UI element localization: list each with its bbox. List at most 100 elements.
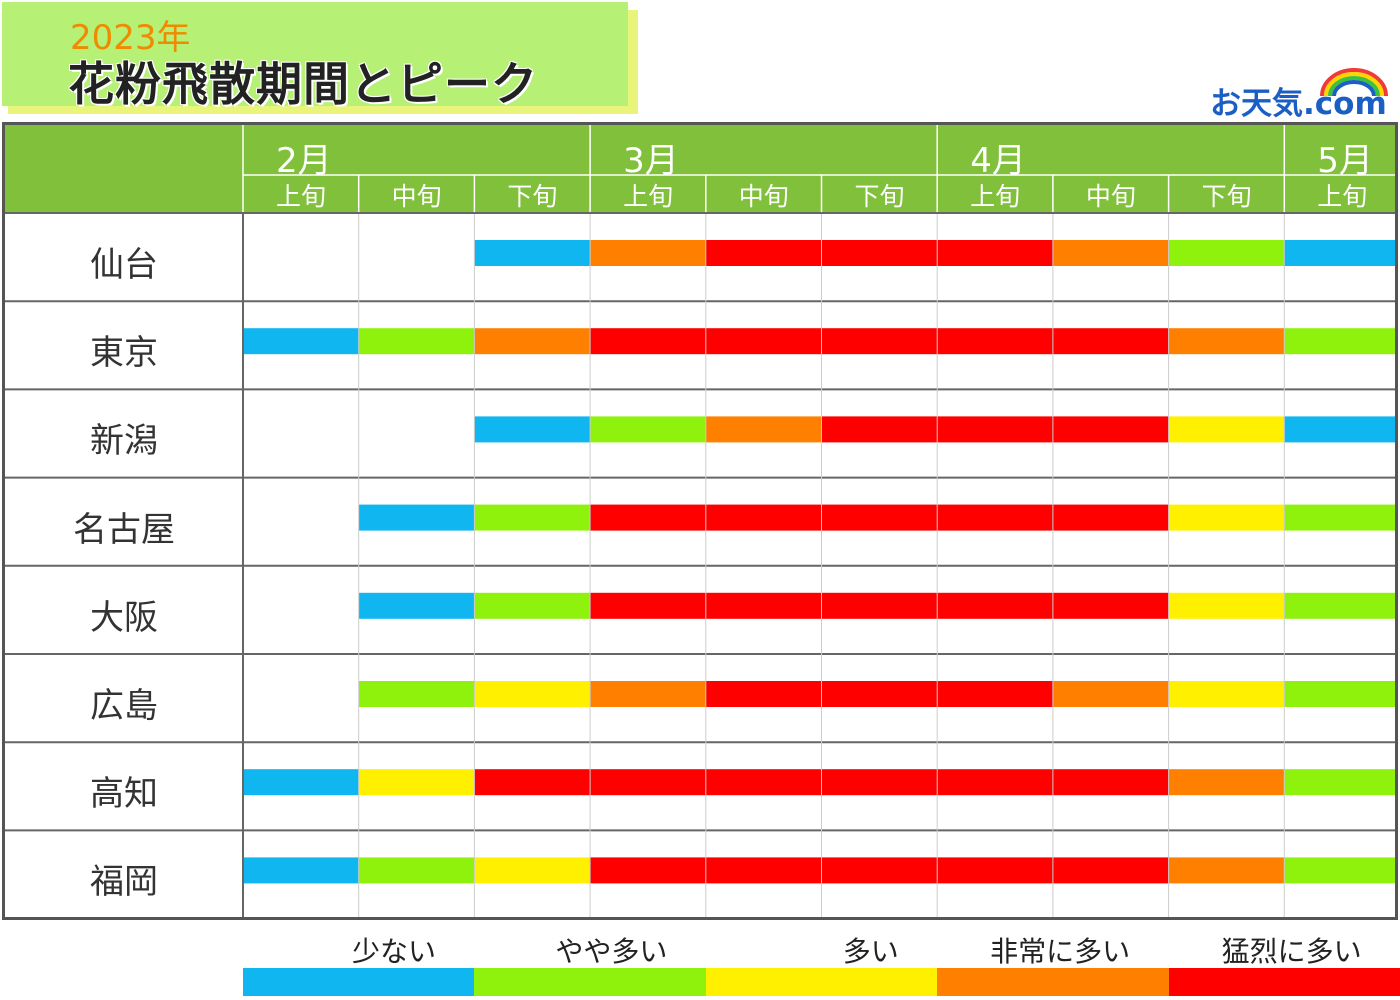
pollen-bar: [1168, 240, 1285, 266]
page-title: 花粉飛散期間とピーク: [68, 57, 538, 111]
pollen-bar: [821, 857, 938, 884]
pollen-bar: [1052, 681, 1170, 707]
pollen-bar: [937, 328, 1054, 355]
city-label: 新潟: [90, 421, 158, 462]
pollen-bar: [590, 416, 707, 443]
pollen-bar: [1168, 504, 1285, 531]
pollen-bar: [358, 681, 475, 707]
pollen-bar: [474, 240, 591, 266]
pollen-bar: [821, 681, 938, 707]
pollen-bar: [590, 857, 707, 884]
pollen-bar: [1284, 240, 1395, 266]
pollen-bar: [1052, 416, 1170, 443]
pollen-bar: [1052, 769, 1170, 796]
pollen-bar: [821, 504, 938, 531]
pollen-bar: [821, 592, 938, 619]
legend-swatch: [937, 968, 1170, 996]
pollen-bar: [821, 769, 938, 796]
pollen-bar: [705, 240, 822, 266]
period-label: 中旬: [1085, 182, 1136, 211]
pollen-bar: [705, 504, 822, 531]
month-label: 4月: [970, 141, 1026, 181]
pollen-bar: [1284, 328, 1395, 355]
logo-text: お天気.com: [1210, 86, 1387, 122]
pollen-bar: [590, 328, 707, 355]
pollen-bar: [1052, 240, 1170, 266]
pollen-bar: [590, 240, 707, 266]
city-label: 仙台: [90, 245, 158, 285]
pollen-bar: [937, 240, 1054, 266]
pollen-bar: [474, 592, 591, 619]
month-label: 3月: [623, 141, 679, 181]
period-label: 中旬: [738, 182, 789, 211]
pollen-bar: [358, 769, 475, 796]
period-label: 上旬: [1317, 182, 1368, 211]
pollen-bar: [1284, 592, 1395, 619]
pollen-bar: [705, 328, 822, 355]
pollen-bar: [937, 857, 1054, 884]
pollen-bar: [705, 681, 822, 707]
pollen-bar: [474, 681, 591, 707]
pollen-bar: [590, 769, 707, 796]
period-label: 下旬: [1201, 182, 1252, 211]
pollen-bar: [1284, 857, 1395, 884]
pollen-bar: [937, 681, 1054, 707]
pollen-bar: [821, 240, 938, 266]
pollen-bar: [937, 592, 1054, 619]
legend-label: 多い: [842, 935, 899, 968]
pollen-bar: [358, 857, 475, 884]
pollen-bar: [1284, 504, 1395, 531]
pollen-bar: [1168, 857, 1285, 884]
pollen-chart: 2月 3月 4月 5月 上旬 中旬 下旬 上旬 中旬 下旬 上旬 中旬 下旬 上旬 仙台 東京 新潟 名古屋大…: [2, 122, 1398, 920]
pollen-bar: [1168, 681, 1285, 707]
pollen-bar: [1168, 592, 1285, 619]
pollen-bar: [474, 504, 591, 531]
city-label: 大阪: [90, 597, 158, 638]
pollen-bar: [1284, 681, 1395, 707]
period-label: 上旬: [970, 182, 1021, 211]
pollen-bar: [1168, 416, 1285, 443]
city-label: 広島: [90, 686, 158, 726]
pollen-bar: [1052, 857, 1170, 884]
pollen-bar: [705, 769, 822, 796]
legend-swatch: [474, 968, 707, 996]
title-year: 2023年: [70, 18, 191, 58]
legend-label: 非常に多い: [990, 935, 1131, 968]
chart-header: [5, 125, 1395, 213]
pollen-bar: [590, 592, 707, 619]
city-label: 名古屋: [73, 509, 175, 550]
pollen-bar: [937, 416, 1054, 443]
pollen-bar: [243, 769, 360, 796]
city-label: 福岡: [90, 862, 158, 903]
legend-swatch: [705, 968, 938, 996]
pollen-bar: [474, 328, 591, 355]
pollen-bar: [1052, 504, 1170, 531]
pollen-bar: [705, 416, 822, 443]
title-banner: 2023年 花粉飛散期間とピーク: [2, 2, 628, 111]
pollen-bar: [1284, 416, 1395, 443]
pollen-bar: [1168, 769, 1285, 796]
pollen-bar: [1168, 328, 1285, 355]
pollen-bar: [821, 416, 938, 443]
pollen-bar: [1052, 328, 1170, 355]
pollen-bar: [358, 328, 475, 355]
month-label: 5月: [1317, 141, 1373, 181]
pollen-bar: [243, 857, 360, 884]
pollen-bar: [590, 504, 707, 531]
city-label: 東京: [90, 333, 158, 374]
pollen-bar: [358, 504, 475, 531]
pollen-bar: [474, 769, 591, 796]
pollen-bar: [358, 592, 475, 619]
chart-grid: [5, 125, 1395, 917]
rainbow-logo-icon: [1320, 68, 1388, 97]
pollen-bar: [243, 328, 360, 355]
period-label: 下旬: [507, 182, 558, 211]
legend-swatch: [243, 968, 475, 996]
pollen-bar: [821, 328, 938, 355]
pollen-bar: [474, 416, 591, 443]
legend-label: 少ない: [351, 935, 436, 968]
legend-label: やや多い: [555, 935, 668, 968]
city-label: 高知: [90, 774, 158, 815]
month-label: 2月: [276, 141, 332, 181]
period-label: 上旬: [623, 182, 674, 211]
